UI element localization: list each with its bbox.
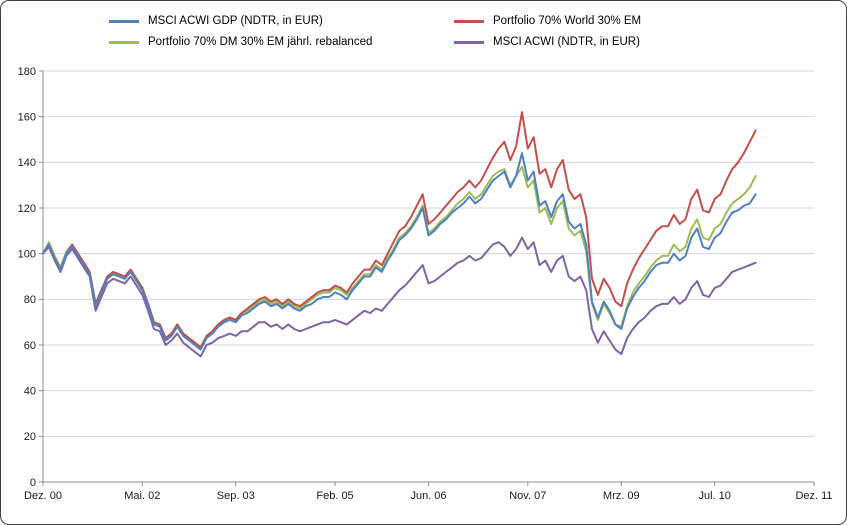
x-axis-label-5: Nov. 07 [509,490,546,502]
legend-line-sample-portfolio-dm-em-icon [109,40,139,44]
chart-legend: MSCI ACWI GDP (NDTR, in EUR) Portfolio 7… [109,15,641,48]
x-axis-label-3: Feb. 05 [316,490,353,502]
x-axis-label-2: Sep. 03 [217,490,255,502]
y-axis-label-120: 120 [18,203,36,215]
y-axis-label-0: 0 [30,477,36,489]
legend-label-msci-acwi: MSCI ACWI (NDTR, in EUR) [493,36,640,48]
legend-line-sample-portfolio-world-em-icon [454,19,484,23]
series-line-2 [42,165,757,349]
x-axis-label-1: Mai. 02 [124,490,160,502]
legend-item-msci-acwi: MSCI ACWI (NDTR, in EUR) [454,36,641,48]
x-axis-label-4: Jun. 06 [410,490,446,502]
series-line-0 [42,152,757,351]
x-axis-label-8: Dez. 11 [795,490,832,502]
legend-label-portfolio-dm-em: Portfolio 70% DM 30% EM jährl. rebalance… [148,36,373,48]
y-axis-label-180: 180 [18,66,36,78]
y-axis-label-40: 40 [24,386,36,398]
legend-label-msci-acwi-gdp: MSCI ACWI GDP (NDTR, in EUR) [148,15,323,27]
legend-item-msci-acwi-gdp: MSCI ACWI GDP (NDTR, in EUR) [109,15,454,27]
y-axis-label-100: 100 [18,249,36,261]
x-axis-label-0: Dez. 00 [24,490,62,502]
y-axis-label-80: 80 [24,294,36,306]
series-line-3 [42,236,757,358]
y-axis-label-20: 20 [24,431,36,443]
x-axis-label-7: Jul. 10 [698,490,730,502]
y-axis-label-60: 60 [24,340,36,352]
legend-label-portfolio-world-em: Portfolio 70% World 30% EM [493,15,642,27]
legend-item-portfolio-world-em: Portfolio 70% World 30% EM [454,15,641,27]
legend-line-sample-msci-acwi-gdp-icon [109,19,139,23]
x-axis-label-6: Mrz. 09 [603,490,640,502]
legend-line-sample-msci-acwi-icon [454,40,484,44]
legend-item-portfolio-dm-em: Portfolio 70% DM 30% EM jährl. rebalance… [109,36,454,48]
y-axis-label-140: 140 [18,157,36,169]
y-axis-label-160: 160 [18,112,36,124]
